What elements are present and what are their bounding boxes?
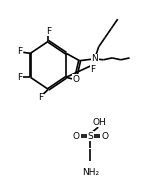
Text: NH₂: NH₂ [82,168,99,177]
Text: OH: OH [93,118,107,127]
Text: F: F [73,75,78,84]
Text: O: O [72,132,80,141]
Text: O: O [73,75,80,84]
Text: F: F [91,65,96,73]
Text: F: F [46,27,51,36]
Text: O: O [101,132,108,141]
Text: F: F [18,73,23,82]
Text: F: F [18,47,23,56]
Text: S: S [87,132,93,141]
Text: N: N [91,54,98,63]
Text: F: F [38,93,43,102]
